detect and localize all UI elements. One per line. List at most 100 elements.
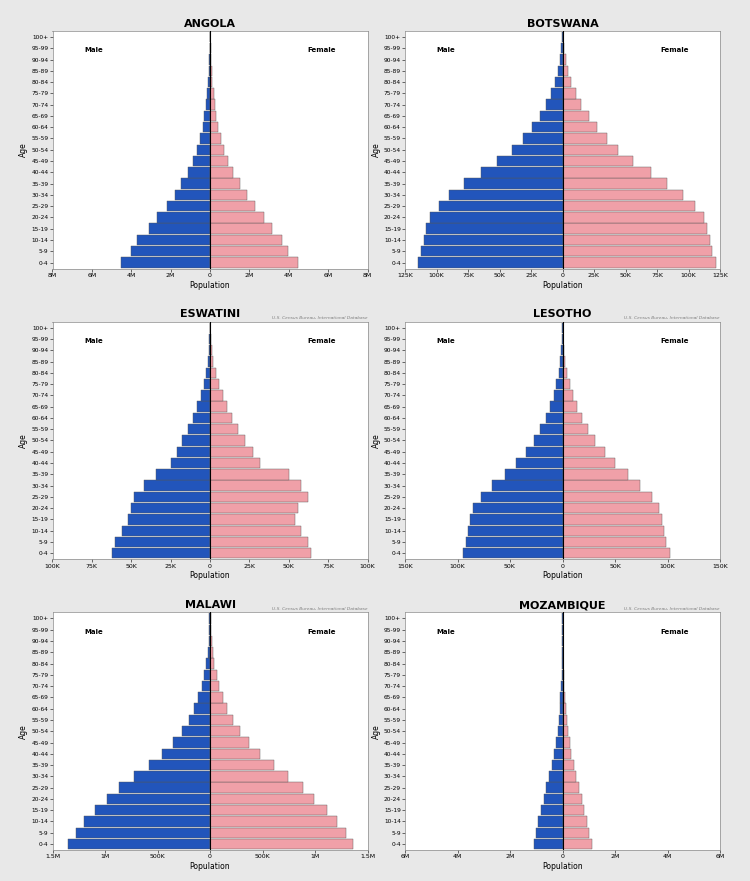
Bar: [560, 55, 562, 65]
Bar: [210, 133, 220, 144]
Bar: [112, 548, 210, 559]
Bar: [562, 548, 670, 559]
Y-axis label: Age: Age: [372, 724, 381, 738]
Bar: [210, 648, 213, 657]
Bar: [210, 658, 214, 669]
Bar: [524, 133, 562, 144]
Bar: [562, 77, 572, 87]
Bar: [210, 827, 346, 838]
Bar: [208, 648, 210, 657]
Bar: [210, 805, 326, 815]
Bar: [551, 88, 562, 99]
Bar: [532, 122, 562, 132]
Bar: [210, 379, 219, 389]
Bar: [182, 726, 210, 737]
Bar: [206, 367, 210, 378]
Bar: [204, 670, 210, 680]
Bar: [210, 548, 310, 559]
Bar: [210, 55, 211, 65]
Bar: [470, 515, 562, 524]
Bar: [208, 77, 210, 87]
X-axis label: Population: Population: [190, 281, 230, 290]
Bar: [144, 480, 210, 491]
Bar: [210, 334, 211, 344]
Bar: [558, 66, 562, 76]
Bar: [562, 122, 596, 132]
Text: Female: Female: [308, 629, 336, 635]
Bar: [550, 402, 562, 411]
Y-axis label: Age: Age: [20, 433, 28, 448]
Bar: [473, 503, 562, 514]
Bar: [177, 447, 210, 457]
Bar: [562, 100, 581, 110]
Bar: [170, 458, 210, 468]
Text: Male: Male: [84, 629, 103, 635]
Bar: [210, 189, 247, 200]
Bar: [210, 100, 214, 110]
Bar: [210, 402, 227, 411]
Bar: [418, 257, 562, 268]
Bar: [430, 212, 562, 223]
Bar: [554, 749, 562, 759]
Bar: [546, 413, 562, 423]
Bar: [210, 537, 308, 547]
Bar: [210, 179, 240, 189]
Text: U.S. Census Bureau, International Database: U.S. Census Bureau, International Databa…: [624, 607, 720, 611]
Bar: [562, 167, 651, 177]
Bar: [562, 32, 563, 42]
Bar: [206, 100, 210, 110]
Bar: [562, 156, 633, 167]
Bar: [538, 816, 562, 826]
Text: U.S. Census Bureau, International Database: U.S. Census Bureau, International Databa…: [272, 607, 368, 611]
Bar: [562, 413, 583, 423]
Text: Female: Female: [308, 48, 336, 54]
Bar: [562, 760, 574, 770]
Bar: [562, 492, 652, 502]
Bar: [560, 357, 562, 366]
Bar: [463, 548, 562, 559]
Bar: [468, 525, 562, 536]
Bar: [210, 480, 302, 491]
Bar: [182, 179, 210, 189]
Bar: [541, 805, 562, 815]
Bar: [210, 771, 288, 781]
Title: BOTSWANA: BOTSWANA: [526, 19, 598, 29]
Bar: [182, 435, 210, 446]
Bar: [162, 749, 210, 759]
Text: Male: Male: [84, 338, 103, 344]
Bar: [481, 492, 562, 502]
Bar: [210, 167, 233, 177]
Bar: [562, 133, 607, 144]
Bar: [562, 246, 712, 256]
Bar: [107, 794, 210, 804]
Bar: [562, 827, 589, 838]
Bar: [210, 212, 264, 223]
Title: ESWATINI: ESWATINI: [180, 309, 240, 320]
Bar: [210, 470, 289, 479]
Bar: [122, 257, 210, 268]
Bar: [197, 144, 210, 155]
Bar: [439, 201, 562, 211]
Bar: [562, 66, 568, 76]
Title: MOZAMBIQUE: MOZAMBIQUE: [519, 600, 606, 611]
Bar: [512, 144, 562, 155]
Bar: [560, 692, 562, 702]
Bar: [194, 156, 210, 167]
Bar: [210, 681, 220, 692]
Bar: [209, 55, 210, 65]
Text: Female: Female: [660, 629, 688, 635]
Bar: [134, 771, 210, 781]
Bar: [210, 515, 295, 524]
Text: Male: Male: [84, 48, 103, 54]
Bar: [562, 179, 667, 189]
Bar: [84, 816, 210, 826]
Bar: [562, 88, 576, 99]
Bar: [422, 246, 562, 256]
Bar: [118, 782, 210, 793]
Bar: [552, 760, 562, 770]
Bar: [210, 692, 223, 702]
Bar: [562, 367, 567, 378]
Bar: [210, 794, 314, 804]
Bar: [562, 334, 563, 344]
Bar: [562, 670, 564, 680]
